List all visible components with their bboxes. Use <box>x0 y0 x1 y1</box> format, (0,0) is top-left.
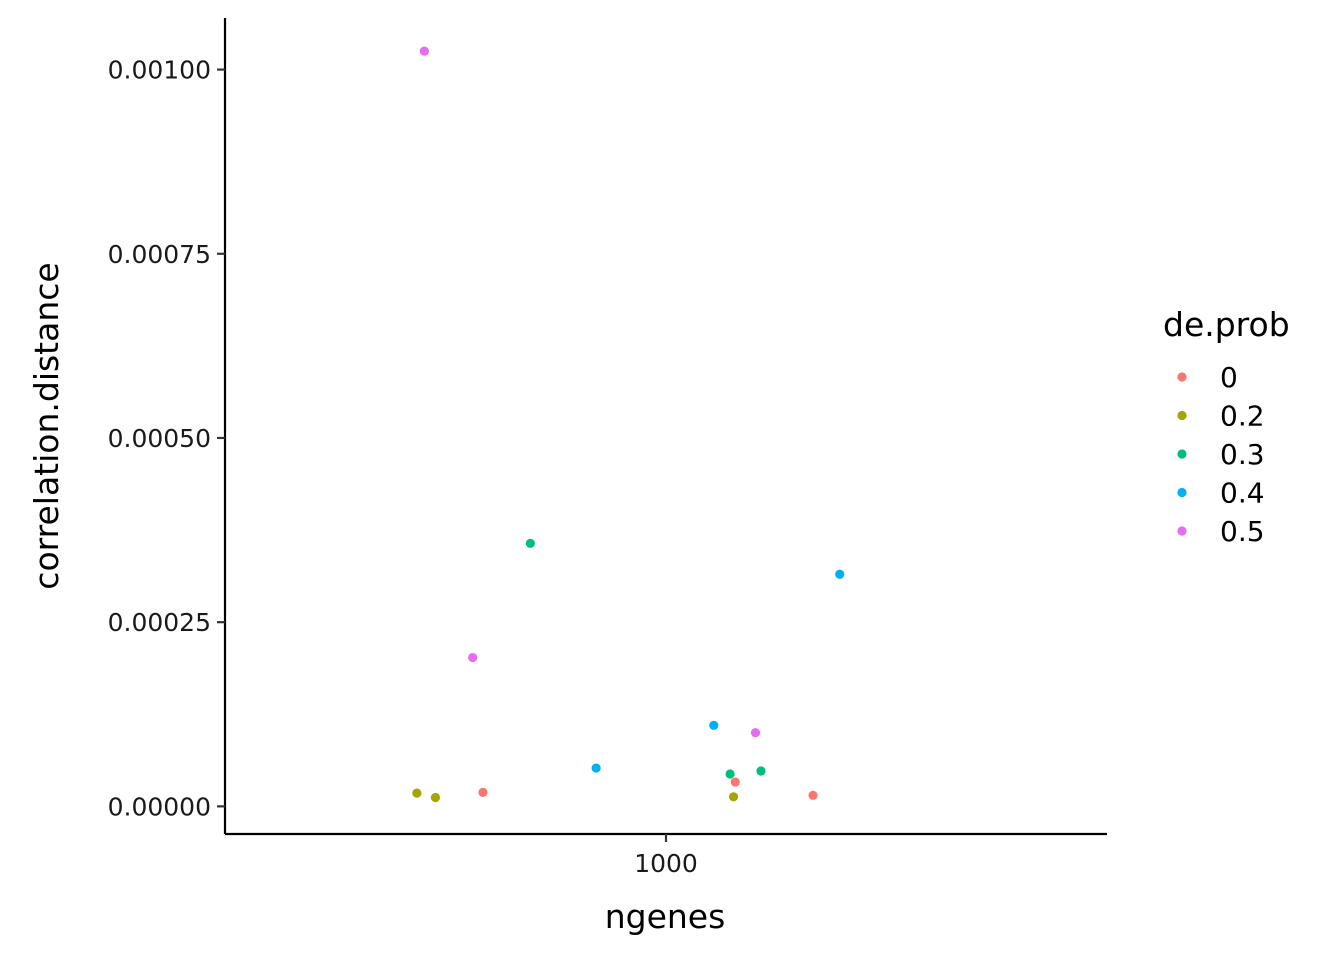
data-point <box>728 792 739 802</box>
x-axis: 1000 <box>225 832 1107 878</box>
data-point <box>478 787 488 797</box>
y-tick-label: 0.00025 <box>108 608 211 637</box>
data-point <box>808 790 818 800</box>
data-point <box>430 792 441 803</box>
legend-label: 0.2 <box>1220 400 1265 433</box>
legend-key <box>1177 372 1187 382</box>
y-axis: 0.00000 0.00025 0.00050 0.00075 0.00100 <box>108 18 227 834</box>
data-point <box>709 720 719 730</box>
legend: de.prob 0 0.2 0.3 0.4 0.5 <box>1163 305 1290 548</box>
y-tick-label: 0.00050 <box>108 424 211 453</box>
y-axis-title: correlation.distance <box>27 262 66 589</box>
legend-label: 0.3 <box>1220 438 1265 471</box>
legend-label: 0.4 <box>1220 477 1265 510</box>
plot-area <box>412 46 845 803</box>
data-point <box>412 788 422 798</box>
data-point <box>756 766 766 776</box>
legend-key <box>1177 487 1187 498</box>
x-tick-label: 1000 <box>634 849 698 878</box>
legend-key <box>1177 449 1187 459</box>
data-point <box>468 652 478 663</box>
y-tick-label: 0.00075 <box>108 240 211 269</box>
data-point <box>525 538 535 548</box>
data-point <box>750 728 761 738</box>
y-tick-label: 0.00000 <box>108 792 211 821</box>
y-tick-label: 0.00100 <box>108 56 211 85</box>
legend-label: 0.5 <box>1220 515 1265 548</box>
data-point <box>725 769 735 779</box>
data-point <box>730 777 740 787</box>
data-point <box>419 46 429 56</box>
data-point <box>835 569 845 579</box>
legend-label: 0 <box>1220 361 1238 394</box>
legend-key <box>1177 410 1187 421</box>
x-axis-title: ngenes <box>605 897 726 936</box>
data-point <box>591 763 601 773</box>
legend-key <box>1177 526 1187 536</box>
legend-title: de.prob <box>1163 305 1290 344</box>
